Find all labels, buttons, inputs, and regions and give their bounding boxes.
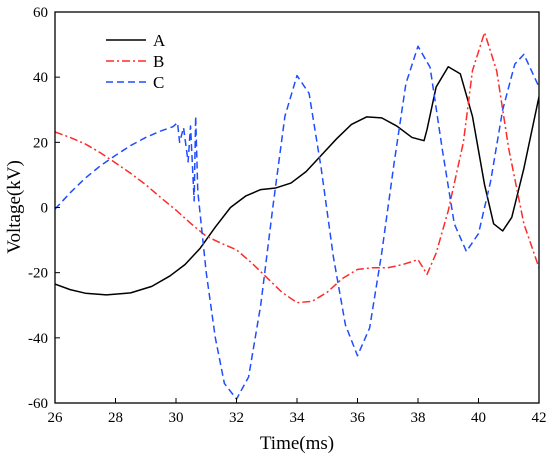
x-tick-label: 32: [229, 410, 244, 426]
ticks-layer: 26 28 30 32 34 36 38 40 42 -60 -40 -20 0 20 40 60: [28, 5, 547, 426]
x-tick-label: 36: [350, 410, 366, 426]
series-line-a: [55, 65, 539, 296]
x-tick-label: 30: [169, 410, 184, 426]
series-line-b: [55, 31, 539, 304]
x-tick-label: 40: [471, 410, 486, 426]
x-tick-label: 38: [411, 410, 426, 426]
y-tick-label: 60: [33, 5, 48, 21]
y-tick-label: -20: [28, 266, 48, 282]
x-axis-label: Time(ms): [260, 433, 334, 454]
plot-frame: [54, 11, 540, 404]
legend-label-b: B: [153, 52, 164, 71]
x-tick-label: 28: [108, 410, 123, 426]
legend: ABC: [106, 31, 166, 92]
x-tick-label: 42: [532, 410, 547, 426]
x-tick-label: 34: [290, 410, 306, 426]
legend-label-a: A: [153, 31, 166, 50]
series-layer: [55, 31, 539, 400]
y-tick-label: 20: [33, 135, 48, 151]
legend-label-c: C: [153, 73, 164, 92]
x-tick-label: 26: [48, 410, 64, 426]
y-tick-label: -60: [28, 396, 48, 412]
y-tick-label: 40: [33, 70, 48, 86]
y-tick-label: -40: [28, 331, 48, 347]
y-axis-label: Voltage(kV): [4, 160, 25, 254]
y-tick-label: 0: [41, 201, 49, 217]
series-line-c: [55, 45, 539, 400]
